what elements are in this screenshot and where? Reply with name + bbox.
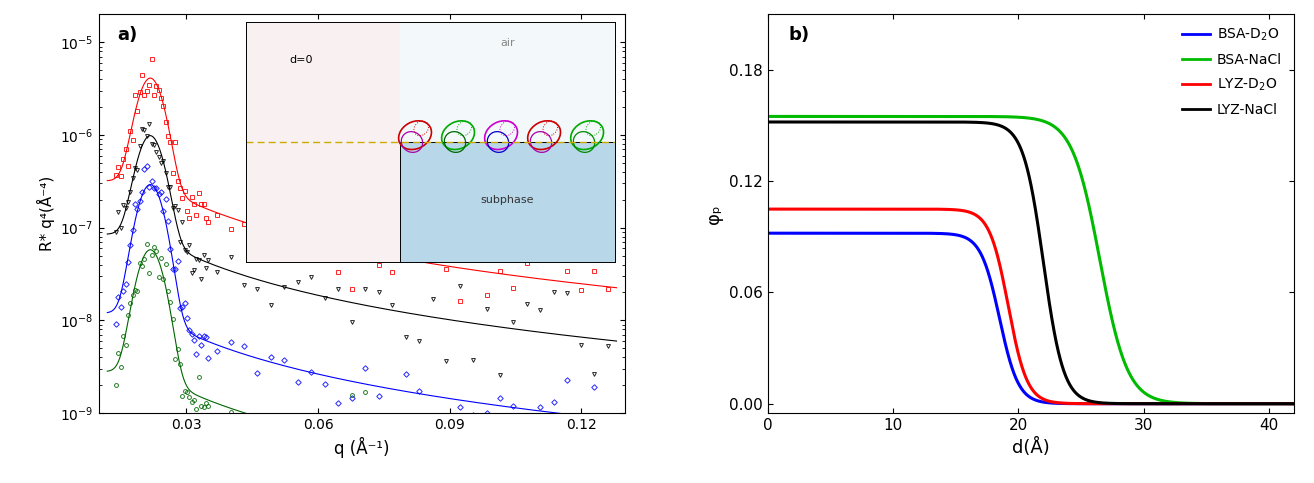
Text: b): b)	[788, 27, 809, 44]
Y-axis label: R* q⁴(Å⁻⁴): R* q⁴(Å⁻⁴)	[37, 176, 55, 251]
Legend: BSA-D$_2$O, BSA-NaCl, LYZ-D$_2$O, LYZ-NaCl: BSA-D$_2$O, BSA-NaCl, LYZ-D$_2$O, LYZ-Na…	[1176, 21, 1288, 123]
X-axis label: d(Å): d(Å)	[1012, 439, 1050, 457]
Text: a): a)	[117, 27, 137, 44]
Y-axis label: φₚ: φₚ	[706, 204, 723, 224]
X-axis label: q (Å⁻¹): q (Å⁻¹)	[334, 438, 390, 458]
